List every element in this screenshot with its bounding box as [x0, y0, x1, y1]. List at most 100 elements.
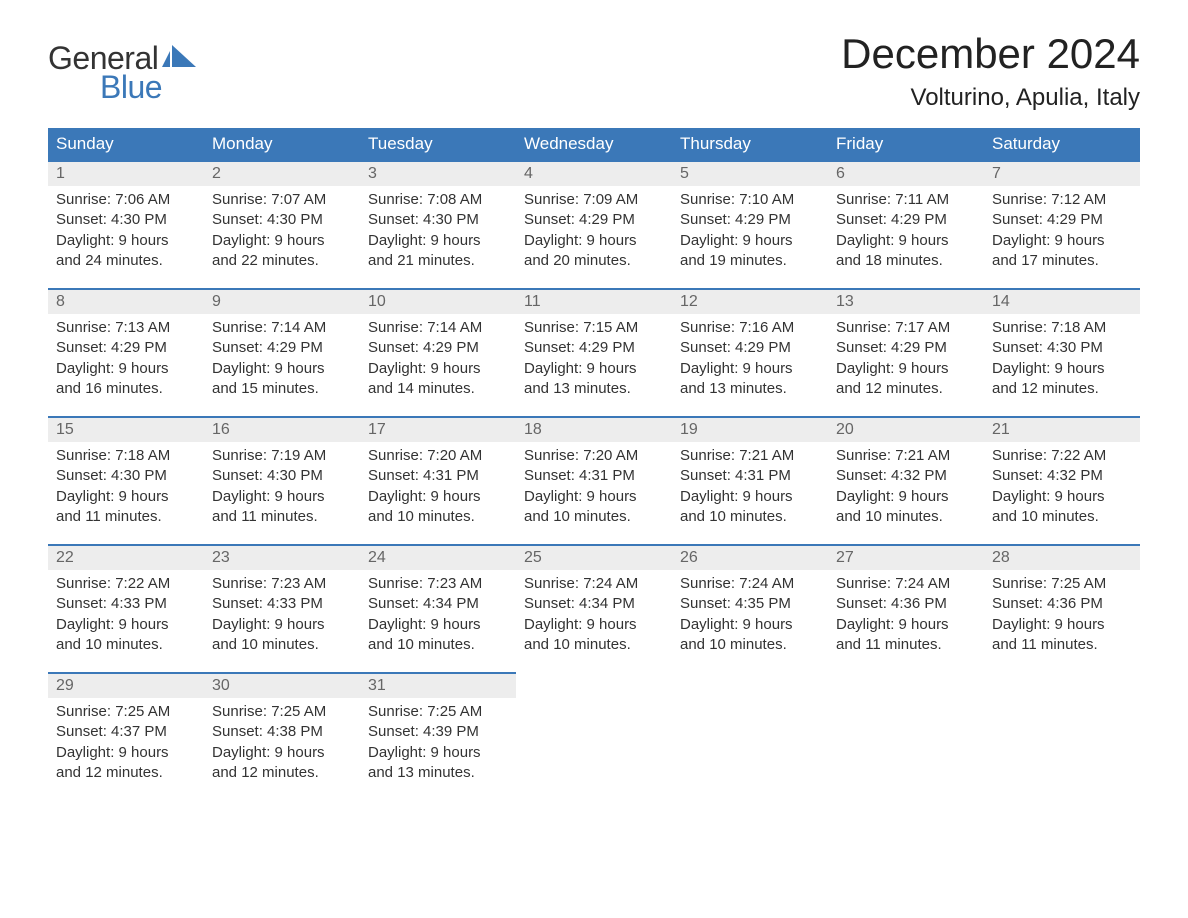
daylight-line1: Daylight: 9 hours: [368, 359, 508, 379]
day-content: Sunrise: 7:25 AMSunset: 4:36 PMDaylight:…: [984, 570, 1140, 663]
sunset-line: Sunset: 4:31 PM: [680, 466, 820, 486]
calendar-day-cell: 26Sunrise: 7:24 AMSunset: 4:35 PMDayligh…: [672, 545, 828, 673]
daylight-line1: Daylight: 9 hours: [680, 487, 820, 507]
day-header-wed: Wednesday: [516, 128, 672, 161]
day-content: Sunrise: 7:06 AMSunset: 4:30 PMDaylight:…: [48, 186, 204, 279]
calendar-day-cell: 5Sunrise: 7:10 AMSunset: 4:29 PMDaylight…: [672, 161, 828, 289]
day-number: 27: [828, 546, 984, 570]
sunset-line: Sunset: 4:34 PM: [524, 594, 664, 614]
calendar-header-row: Sunday Monday Tuesday Wednesday Thursday…: [48, 128, 1140, 161]
sunrise-line: Sunrise: 7:25 AM: [212, 702, 352, 722]
daylight-line1: Daylight: 9 hours: [836, 487, 976, 507]
calendar-table: Sunday Monday Tuesday Wednesday Thursday…: [48, 128, 1140, 801]
sunrise-line: Sunrise: 7:25 AM: [992, 574, 1132, 594]
day-header-sun: Sunday: [48, 128, 204, 161]
daylight-line1: Daylight: 9 hours: [212, 743, 352, 763]
sunrise-line: Sunrise: 7:16 AM: [680, 318, 820, 338]
daylight-line2: and 12 minutes.: [56, 763, 196, 783]
daylight-line2: and 10 minutes.: [368, 635, 508, 655]
day-number: 1: [48, 162, 204, 186]
sunrise-line: Sunrise: 7:09 AM: [524, 190, 664, 210]
sunset-line: Sunset: 4:32 PM: [992, 466, 1132, 486]
daylight-line1: Daylight: 9 hours: [212, 359, 352, 379]
sunset-line: Sunset: 4:29 PM: [836, 210, 976, 230]
calendar-week-row: 29Sunrise: 7:25 AMSunset: 4:37 PMDayligh…: [48, 673, 1140, 801]
day-content: Sunrise: 7:25 AMSunset: 4:39 PMDaylight:…: [360, 698, 516, 791]
day-content: Sunrise: 7:18 AMSunset: 4:30 PMDaylight:…: [48, 442, 204, 535]
sunrise-line: Sunrise: 7:18 AM: [56, 446, 196, 466]
day-header-mon: Monday: [204, 128, 360, 161]
day-number: 26: [672, 546, 828, 570]
daylight-line2: and 18 minutes.: [836, 251, 976, 271]
sunrise-line: Sunrise: 7:20 AM: [524, 446, 664, 466]
calendar-day-cell: 24Sunrise: 7:23 AMSunset: 4:34 PMDayligh…: [360, 545, 516, 673]
daylight-line1: Daylight: 9 hours: [836, 615, 976, 635]
sunrise-line: Sunrise: 7:13 AM: [56, 318, 196, 338]
day-content: Sunrise: 7:07 AMSunset: 4:30 PMDaylight:…: [204, 186, 360, 279]
day-header-sat: Saturday: [984, 128, 1140, 161]
sunrise-line: Sunrise: 7:12 AM: [992, 190, 1132, 210]
daylight-line2: and 11 minutes.: [992, 635, 1132, 655]
daylight-line1: Daylight: 9 hours: [56, 487, 196, 507]
day-number: 15: [48, 418, 204, 442]
sunset-line: Sunset: 4:30 PM: [212, 466, 352, 486]
sunrise-line: Sunrise: 7:21 AM: [680, 446, 820, 466]
day-content: Sunrise: 7:22 AMSunset: 4:32 PMDaylight:…: [984, 442, 1140, 535]
daylight-line1: Daylight: 9 hours: [212, 615, 352, 635]
day-content: Sunrise: 7:25 AMSunset: 4:37 PMDaylight:…: [48, 698, 204, 791]
sunrise-line: Sunrise: 7:20 AM: [368, 446, 508, 466]
day-number: 10: [360, 290, 516, 314]
sunset-line: Sunset: 4:33 PM: [56, 594, 196, 614]
calendar-day-cell: 30Sunrise: 7:25 AMSunset: 4:38 PMDayligh…: [204, 673, 360, 801]
daylight-line2: and 12 minutes.: [836, 379, 976, 399]
sunrise-line: Sunrise: 7:14 AM: [212, 318, 352, 338]
daylight-line1: Daylight: 9 hours: [992, 487, 1132, 507]
daylight-line1: Daylight: 9 hours: [212, 487, 352, 507]
day-number: 20: [828, 418, 984, 442]
sunset-line: Sunset: 4:35 PM: [680, 594, 820, 614]
day-content: Sunrise: 7:19 AMSunset: 4:30 PMDaylight:…: [204, 442, 360, 535]
calendar-week-row: 8Sunrise: 7:13 AMSunset: 4:29 PMDaylight…: [48, 289, 1140, 417]
day-content: Sunrise: 7:14 AMSunset: 4:29 PMDaylight:…: [360, 314, 516, 407]
daylight-line1: Daylight: 9 hours: [56, 359, 196, 379]
sunset-line: Sunset: 4:29 PM: [680, 210, 820, 230]
calendar-week-row: 15Sunrise: 7:18 AMSunset: 4:30 PMDayligh…: [48, 417, 1140, 545]
calendar-day-cell: 1Sunrise: 7:06 AMSunset: 4:30 PMDaylight…: [48, 161, 204, 289]
calendar-day-cell: 16Sunrise: 7:19 AMSunset: 4:30 PMDayligh…: [204, 417, 360, 545]
sunrise-line: Sunrise: 7:23 AM: [368, 574, 508, 594]
day-number: 16: [204, 418, 360, 442]
day-content: Sunrise: 7:18 AMSunset: 4:30 PMDaylight:…: [984, 314, 1140, 407]
day-number: 30: [204, 674, 360, 698]
sunrise-line: Sunrise: 7:23 AM: [212, 574, 352, 594]
sunset-line: Sunset: 4:31 PM: [524, 466, 664, 486]
daylight-line2: and 10 minutes.: [680, 507, 820, 527]
calendar-day-cell: 27Sunrise: 7:24 AMSunset: 4:36 PMDayligh…: [828, 545, 984, 673]
calendar-day-cell: 8Sunrise: 7:13 AMSunset: 4:29 PMDaylight…: [48, 289, 204, 417]
day-number: 12: [672, 290, 828, 314]
sunrise-line: Sunrise: 7:25 AM: [368, 702, 508, 722]
daylight-line1: Daylight: 9 hours: [680, 615, 820, 635]
calendar-day-cell: 17Sunrise: 7:20 AMSunset: 4:31 PMDayligh…: [360, 417, 516, 545]
day-content: Sunrise: 7:09 AMSunset: 4:29 PMDaylight:…: [516, 186, 672, 279]
day-content: Sunrise: 7:16 AMSunset: 4:29 PMDaylight:…: [672, 314, 828, 407]
day-number: 7: [984, 162, 1140, 186]
sunrise-line: Sunrise: 7:19 AM: [212, 446, 352, 466]
logo: General Blue: [48, 40, 196, 106]
sunrise-line: Sunrise: 7:22 AM: [56, 574, 196, 594]
day-number: 13: [828, 290, 984, 314]
sunset-line: Sunset: 4:30 PM: [368, 210, 508, 230]
day-number: 6: [828, 162, 984, 186]
daylight-line1: Daylight: 9 hours: [992, 231, 1132, 251]
calendar-day-cell: 4Sunrise: 7:09 AMSunset: 4:29 PMDaylight…: [516, 161, 672, 289]
day-number: 17: [360, 418, 516, 442]
sunrise-line: Sunrise: 7:17 AM: [836, 318, 976, 338]
calendar-day-cell: 22Sunrise: 7:22 AMSunset: 4:33 PMDayligh…: [48, 545, 204, 673]
calendar-day-cell: 21Sunrise: 7:22 AMSunset: 4:32 PMDayligh…: [984, 417, 1140, 545]
day-content: Sunrise: 7:10 AMSunset: 4:29 PMDaylight:…: [672, 186, 828, 279]
location: Volturino, Apulia, Italy: [841, 84, 1140, 112]
daylight-line2: and 15 minutes.: [212, 379, 352, 399]
daylight-line2: and 21 minutes.: [368, 251, 508, 271]
calendar-day-cell: 23Sunrise: 7:23 AMSunset: 4:33 PMDayligh…: [204, 545, 360, 673]
day-number: 5: [672, 162, 828, 186]
sunset-line: Sunset: 4:29 PM: [680, 338, 820, 358]
